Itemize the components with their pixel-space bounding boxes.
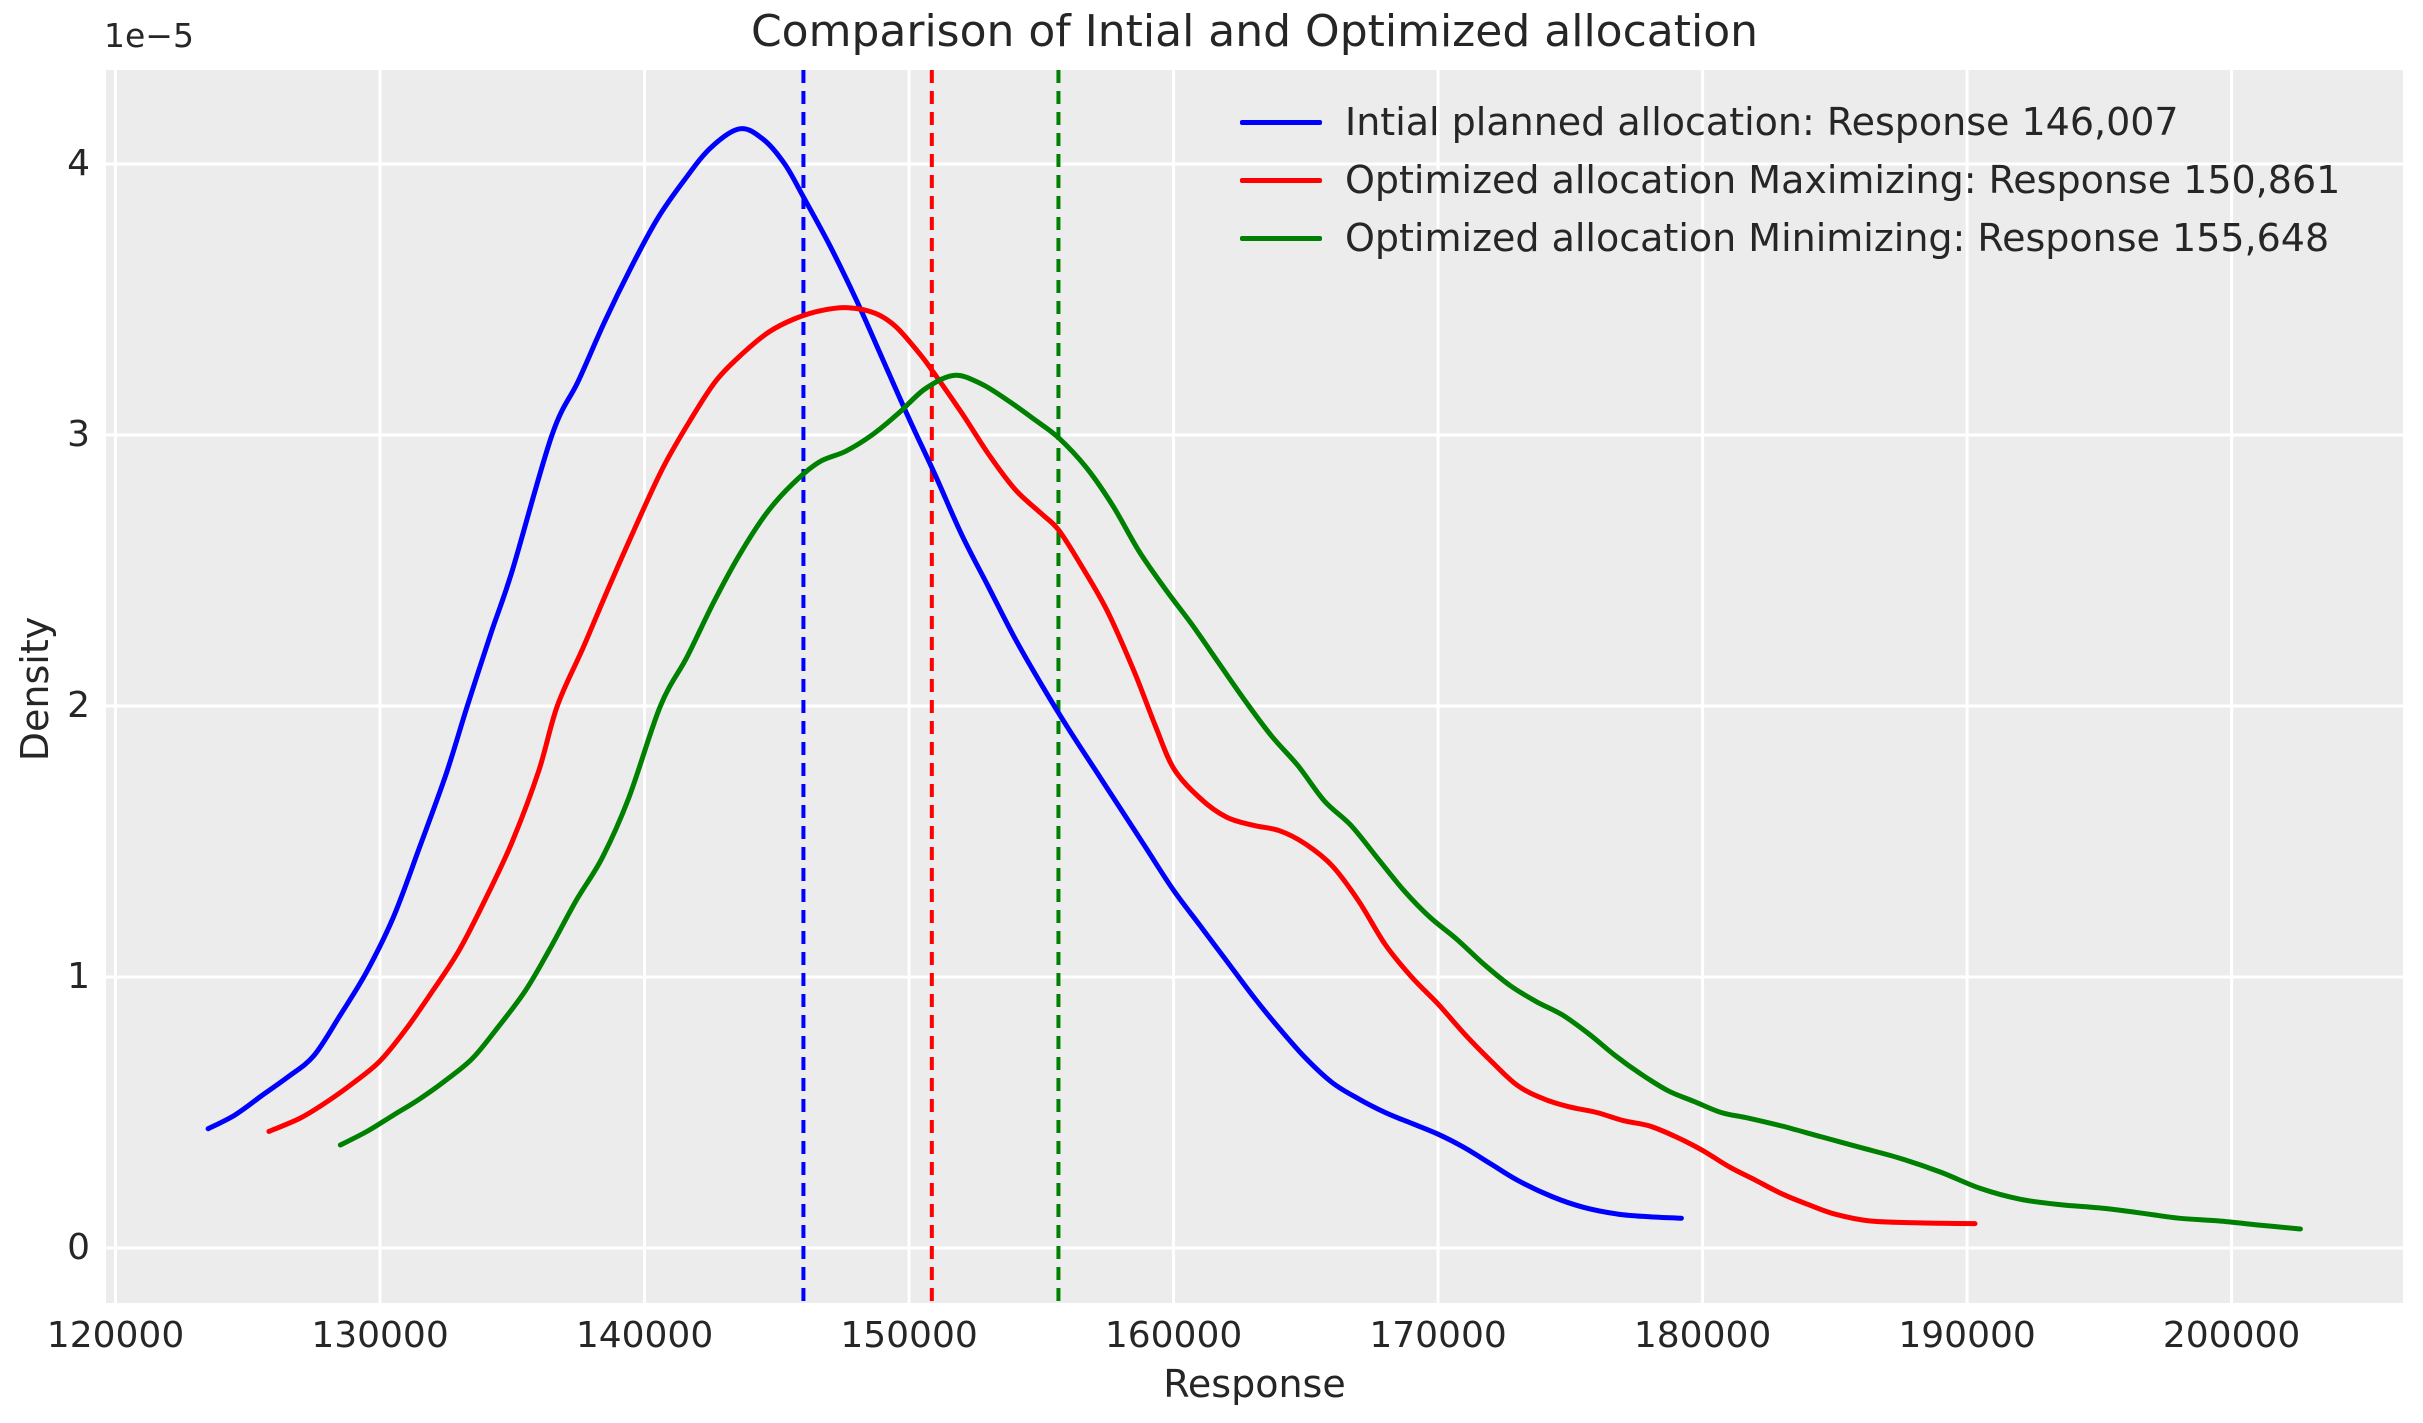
legend: Intial planned allocation: Response 146,… (1240, 93, 2340, 267)
legend-swatch (1240, 235, 1322, 241)
y-tick-label: 4 (67, 143, 90, 185)
plot-area (106, 70, 2403, 1303)
kde-curve-initial (205, 126, 1684, 1221)
kde-curve-maximizing (266, 305, 1978, 1227)
legend-item-maximizing: Optimized allocation Maximizing: Respons… (1240, 151, 2340, 209)
y-tick-label: 3 (67, 414, 90, 456)
y-axis-label: Density (13, 616, 57, 762)
x-tick-label: 180000 (1633, 1315, 1772, 1356)
legend-label: Optimized allocation Maximizing: Respons… (1345, 158, 2341, 202)
kde-curve-minimizing (337, 372, 2303, 1232)
x-tick-label: 130000 (311, 1315, 449, 1356)
legend-label: Optimized allocation Minimizing: Respons… (1345, 216, 2330, 260)
x-tick-label: 160000 (1104, 1315, 1243, 1356)
x-tick-label: 190000 (1898, 1315, 2036, 1356)
legend-label: Intial planned allocation: Response 146,… (1345, 100, 2179, 144)
y-tick-label: 0 (67, 1226, 90, 1268)
legend-swatch (1240, 177, 1322, 183)
legend-item-minimizing: Optimized allocation Minimizing: Respons… (1240, 209, 2340, 267)
y-axis-offset-label: 1e−5 (104, 16, 194, 55)
x-tick-label: 120000 (46, 1315, 185, 1356)
legend-swatch (1240, 119, 1322, 125)
y-tick-label: 2 (67, 685, 90, 726)
y-tick-label: 1 (67, 956, 90, 997)
x-tick-label: 150000 (840, 1315, 978, 1356)
x-tick-label: 140000 (575, 1315, 714, 1356)
chart-title: Comparison of Intial and Optimized alloc… (750, 6, 1759, 57)
x-axis-label: Response (1163, 1362, 1346, 1406)
legend-item-initial: Intial planned allocation: Response 146,… (1240, 93, 2340, 151)
x-tick-label: 170000 (1369, 1315, 1507, 1356)
x-tick-label: 200000 (2162, 1315, 2301, 1356)
